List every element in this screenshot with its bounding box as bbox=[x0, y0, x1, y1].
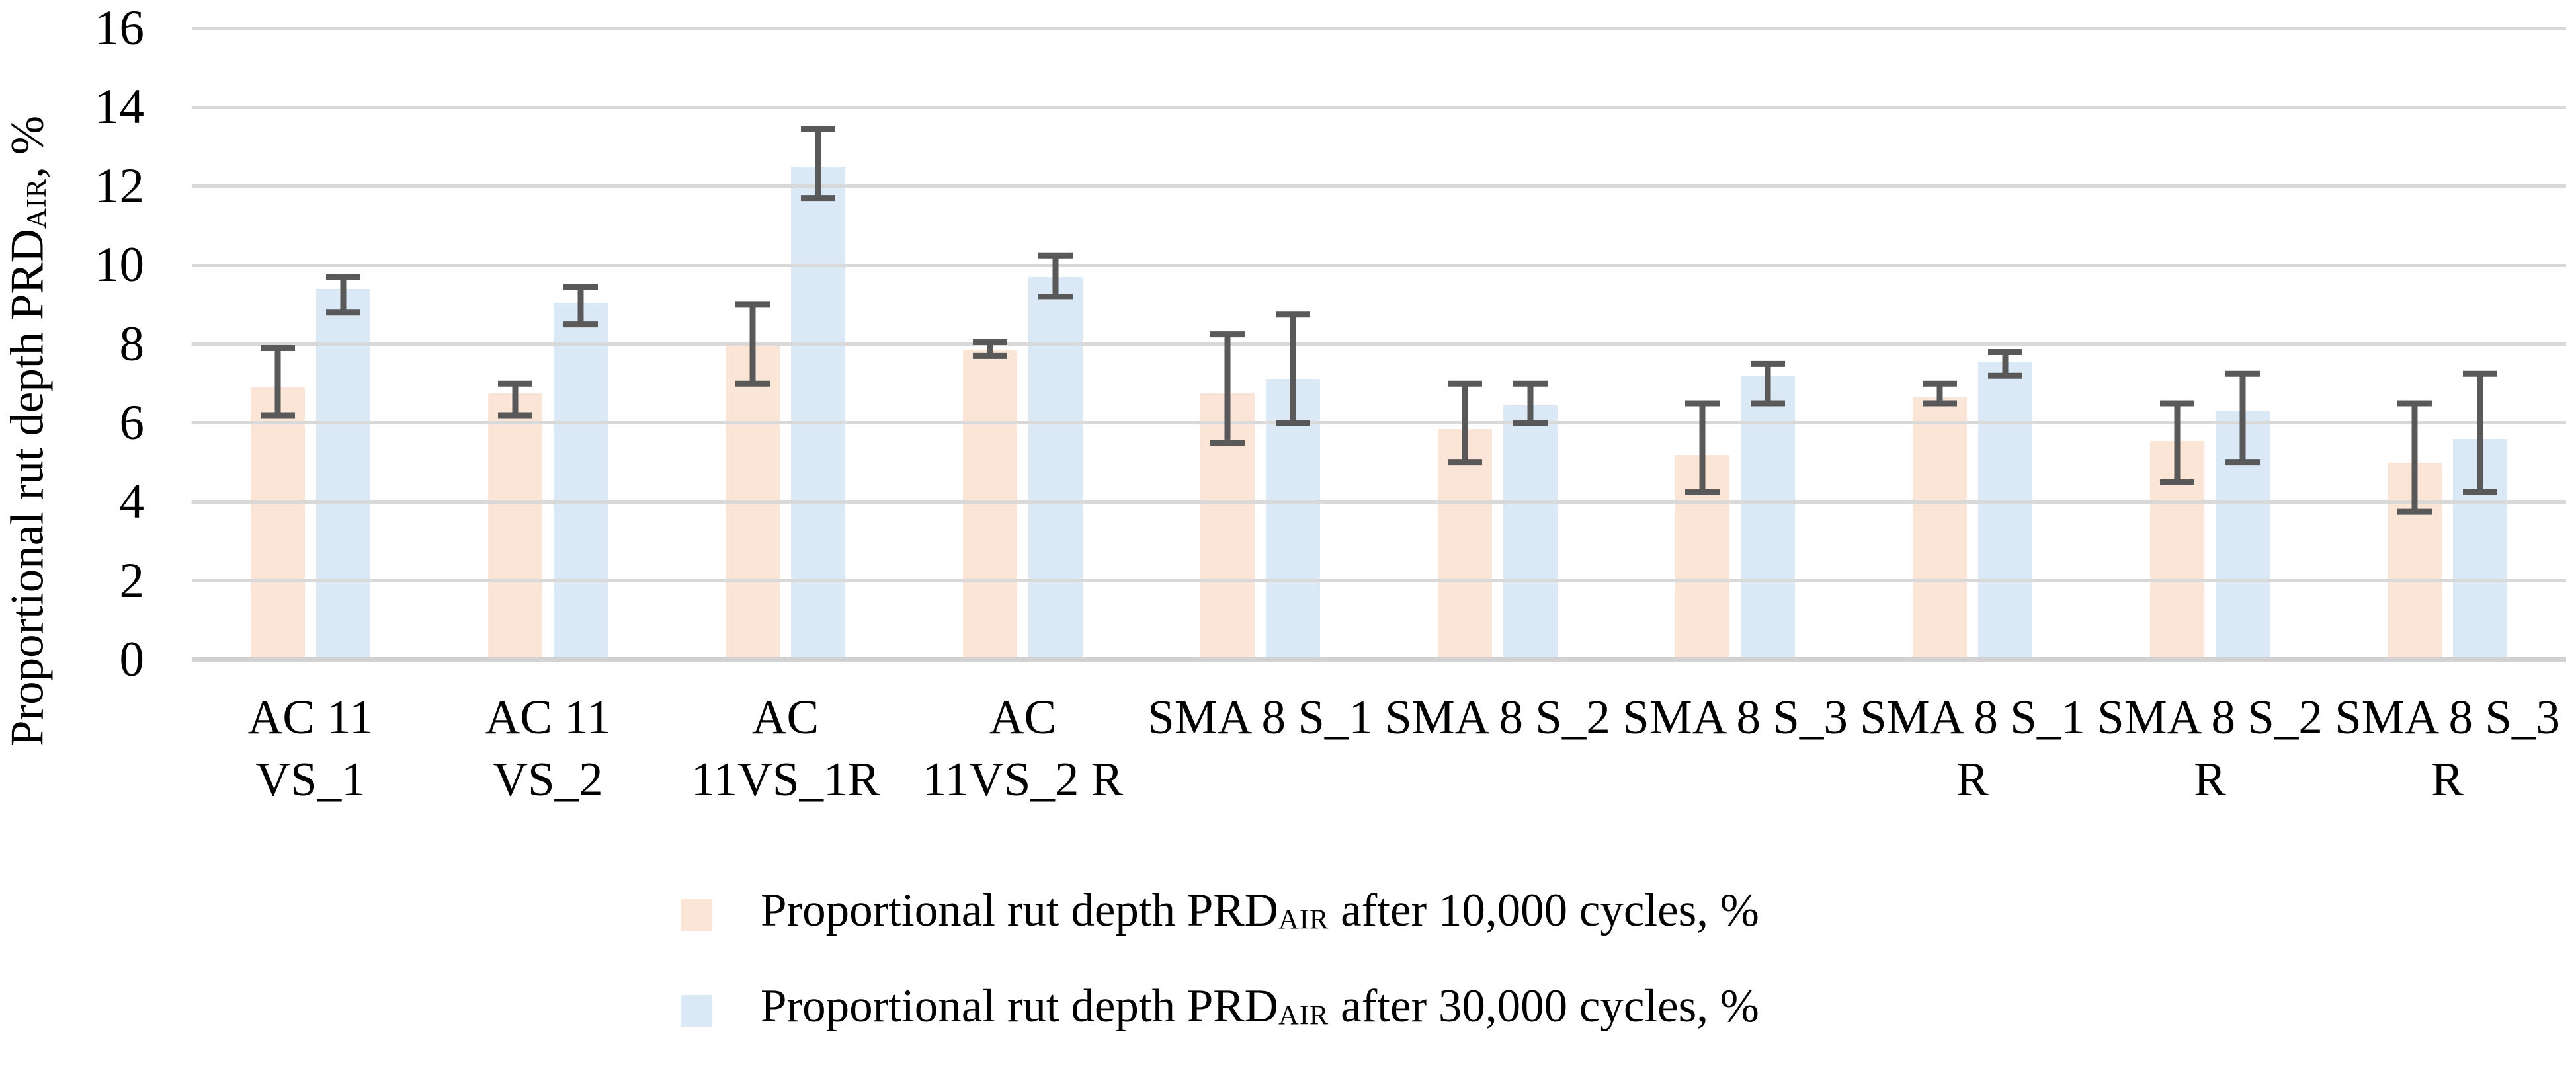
x-axis-label-6: SMA 8 S_2 bbox=[1379, 686, 1616, 748]
legend-swatch-30k-cycles bbox=[681, 995, 712, 1027]
x-axis-label-10: SMA 8 S_3 R bbox=[2329, 686, 2566, 811]
bar-30k-cycles-4 bbox=[1028, 277, 1083, 660]
x-axis-label-line1: SMA 8 S_3 bbox=[1622, 690, 1848, 744]
y-axis-tick-labels: 0 2 4 6 8 10 12 14 16 bbox=[40, 1, 145, 687]
x-axis-label-line1: AC 11 bbox=[485, 690, 611, 744]
error-bars-layer bbox=[261, 126, 2497, 515]
x-axis-label-line1: AC bbox=[751, 690, 819, 744]
x-axis-label-1: AC 11 VS_1 bbox=[192, 686, 429, 811]
x-axis-label-line2: 11VS_2 R bbox=[922, 752, 1124, 806]
legend-label-30k-pre: Proportional rut depth PRD bbox=[761, 980, 1278, 1032]
bar-30k-cycles-3 bbox=[791, 166, 845, 660]
x-axis-label-line1: SMA 8 S_1 bbox=[1147, 690, 1373, 744]
x-axis-label-line1: SMA 8 S_1 bbox=[1860, 690, 2085, 744]
legend-swatch-10k-cycles bbox=[681, 899, 712, 931]
x-axis-label-8: SMA 8 S_1 R bbox=[1854, 686, 2091, 811]
x-axis-label-line1: SMA 8 S_3 bbox=[2335, 690, 2560, 744]
x-axis-label-line2: 11VS_1R bbox=[690, 752, 880, 806]
legend-item-10k-cycles: Proportional rut depth PRDAIR after 10,0… bbox=[681, 885, 1759, 945]
x-axis-label-line2: R bbox=[2431, 752, 2464, 806]
bar-10k-cycles-4 bbox=[963, 350, 1017, 660]
bar-30k-cycles-6 bbox=[1503, 405, 1558, 660]
plot-area bbox=[192, 26, 2566, 662]
bar-10k-cycles-1 bbox=[251, 387, 305, 660]
x-axis-label-line2: VS_2 bbox=[493, 752, 603, 806]
bars-layer bbox=[192, 28, 2566, 660]
bar-10k-cycles-2 bbox=[488, 393, 542, 660]
x-axis-label-4: AC 11VS_2 R bbox=[904, 686, 1142, 811]
y-tick-label-4: 4 bbox=[119, 474, 145, 530]
x-axis-label-9: SMA 8 S_2 R bbox=[2091, 686, 2329, 811]
x-axis-label-2: AC 11 VS_2 bbox=[429, 686, 667, 811]
y-tick-label-14: 14 bbox=[95, 79, 144, 135]
legend-label-10k-subscript: AIR bbox=[1278, 904, 1329, 936]
legend-label-10k-post: after 10,000 cycles, % bbox=[1329, 884, 1759, 936]
x-axis-label-line1: AC 11 bbox=[247, 690, 374, 744]
bar-10k-cycles-8 bbox=[1913, 397, 1967, 660]
bar-10k-cycles-6 bbox=[1438, 428, 1492, 660]
legend-label-10k-cycles: Proportional rut depth PRDAIR after 10,0… bbox=[761, 881, 1759, 949]
x-axis-label-7: SMA 8 S_3 bbox=[1616, 686, 1854, 748]
y-tick-label-8: 8 bbox=[119, 316, 145, 372]
x-axis-label-5: SMA 8 S_1 bbox=[1142, 686, 1379, 748]
legend-label-30k-subscript: AIR bbox=[1278, 1000, 1329, 1031]
x-axis-label-line1: SMA 8 S_2 bbox=[2097, 690, 2323, 744]
chart-legend: Proportional rut depth PRDAIR after 10,0… bbox=[681, 885, 1759, 1077]
legend-item-30k-cycles: Proportional rut depth PRDAIR after 30,0… bbox=[681, 980, 1759, 1041]
legend-label-30k-post: after 30,000 cycles, % bbox=[1329, 980, 1759, 1032]
rut-depth-bar-chart: Proportional rut depth PRDAIR, % 0 2 4 6 8 10… bbox=[2, 1, 2566, 1032]
x-axis-label-line2: R bbox=[1956, 752, 1989, 806]
bar-30k-cycles-1 bbox=[316, 288, 370, 660]
y-tick-label-16: 16 bbox=[95, 1, 144, 56]
bar-30k-cycles-2 bbox=[554, 302, 608, 660]
bar-30k-cycles-5 bbox=[1266, 379, 1320, 660]
y-tick-label-2: 2 bbox=[119, 553, 145, 608]
legend-label-30k-cycles: Proportional rut depth PRDAIR after 30,0… bbox=[761, 977, 1759, 1045]
x-axis-label-line2: VS_1 bbox=[255, 752, 366, 806]
x-axis-label-line2: R bbox=[2194, 752, 2226, 806]
x-axis-labels: AC 11 VS_1 AC 11 VS_2 AC 11VS_1R AC 11VS_2 R SMA… bbox=[192, 686, 2566, 845]
x-axis-label-line1: SMA 8 S_2 bbox=[1385, 690, 1610, 744]
x-axis-label-line1: AC bbox=[989, 690, 1057, 744]
y-tick-label-6: 6 bbox=[119, 395, 145, 450]
y-tick-label-0: 0 bbox=[119, 632, 145, 687]
bar-30k-cycles-8 bbox=[1978, 362, 2032, 660]
legend-label-10k-pre: Proportional rut depth PRD bbox=[761, 884, 1278, 936]
x-axis-label-3: AC 11VS_1R bbox=[667, 686, 904, 811]
y-tick-label-12: 12 bbox=[95, 158, 144, 214]
y-tick-label-10: 10 bbox=[95, 237, 144, 293]
